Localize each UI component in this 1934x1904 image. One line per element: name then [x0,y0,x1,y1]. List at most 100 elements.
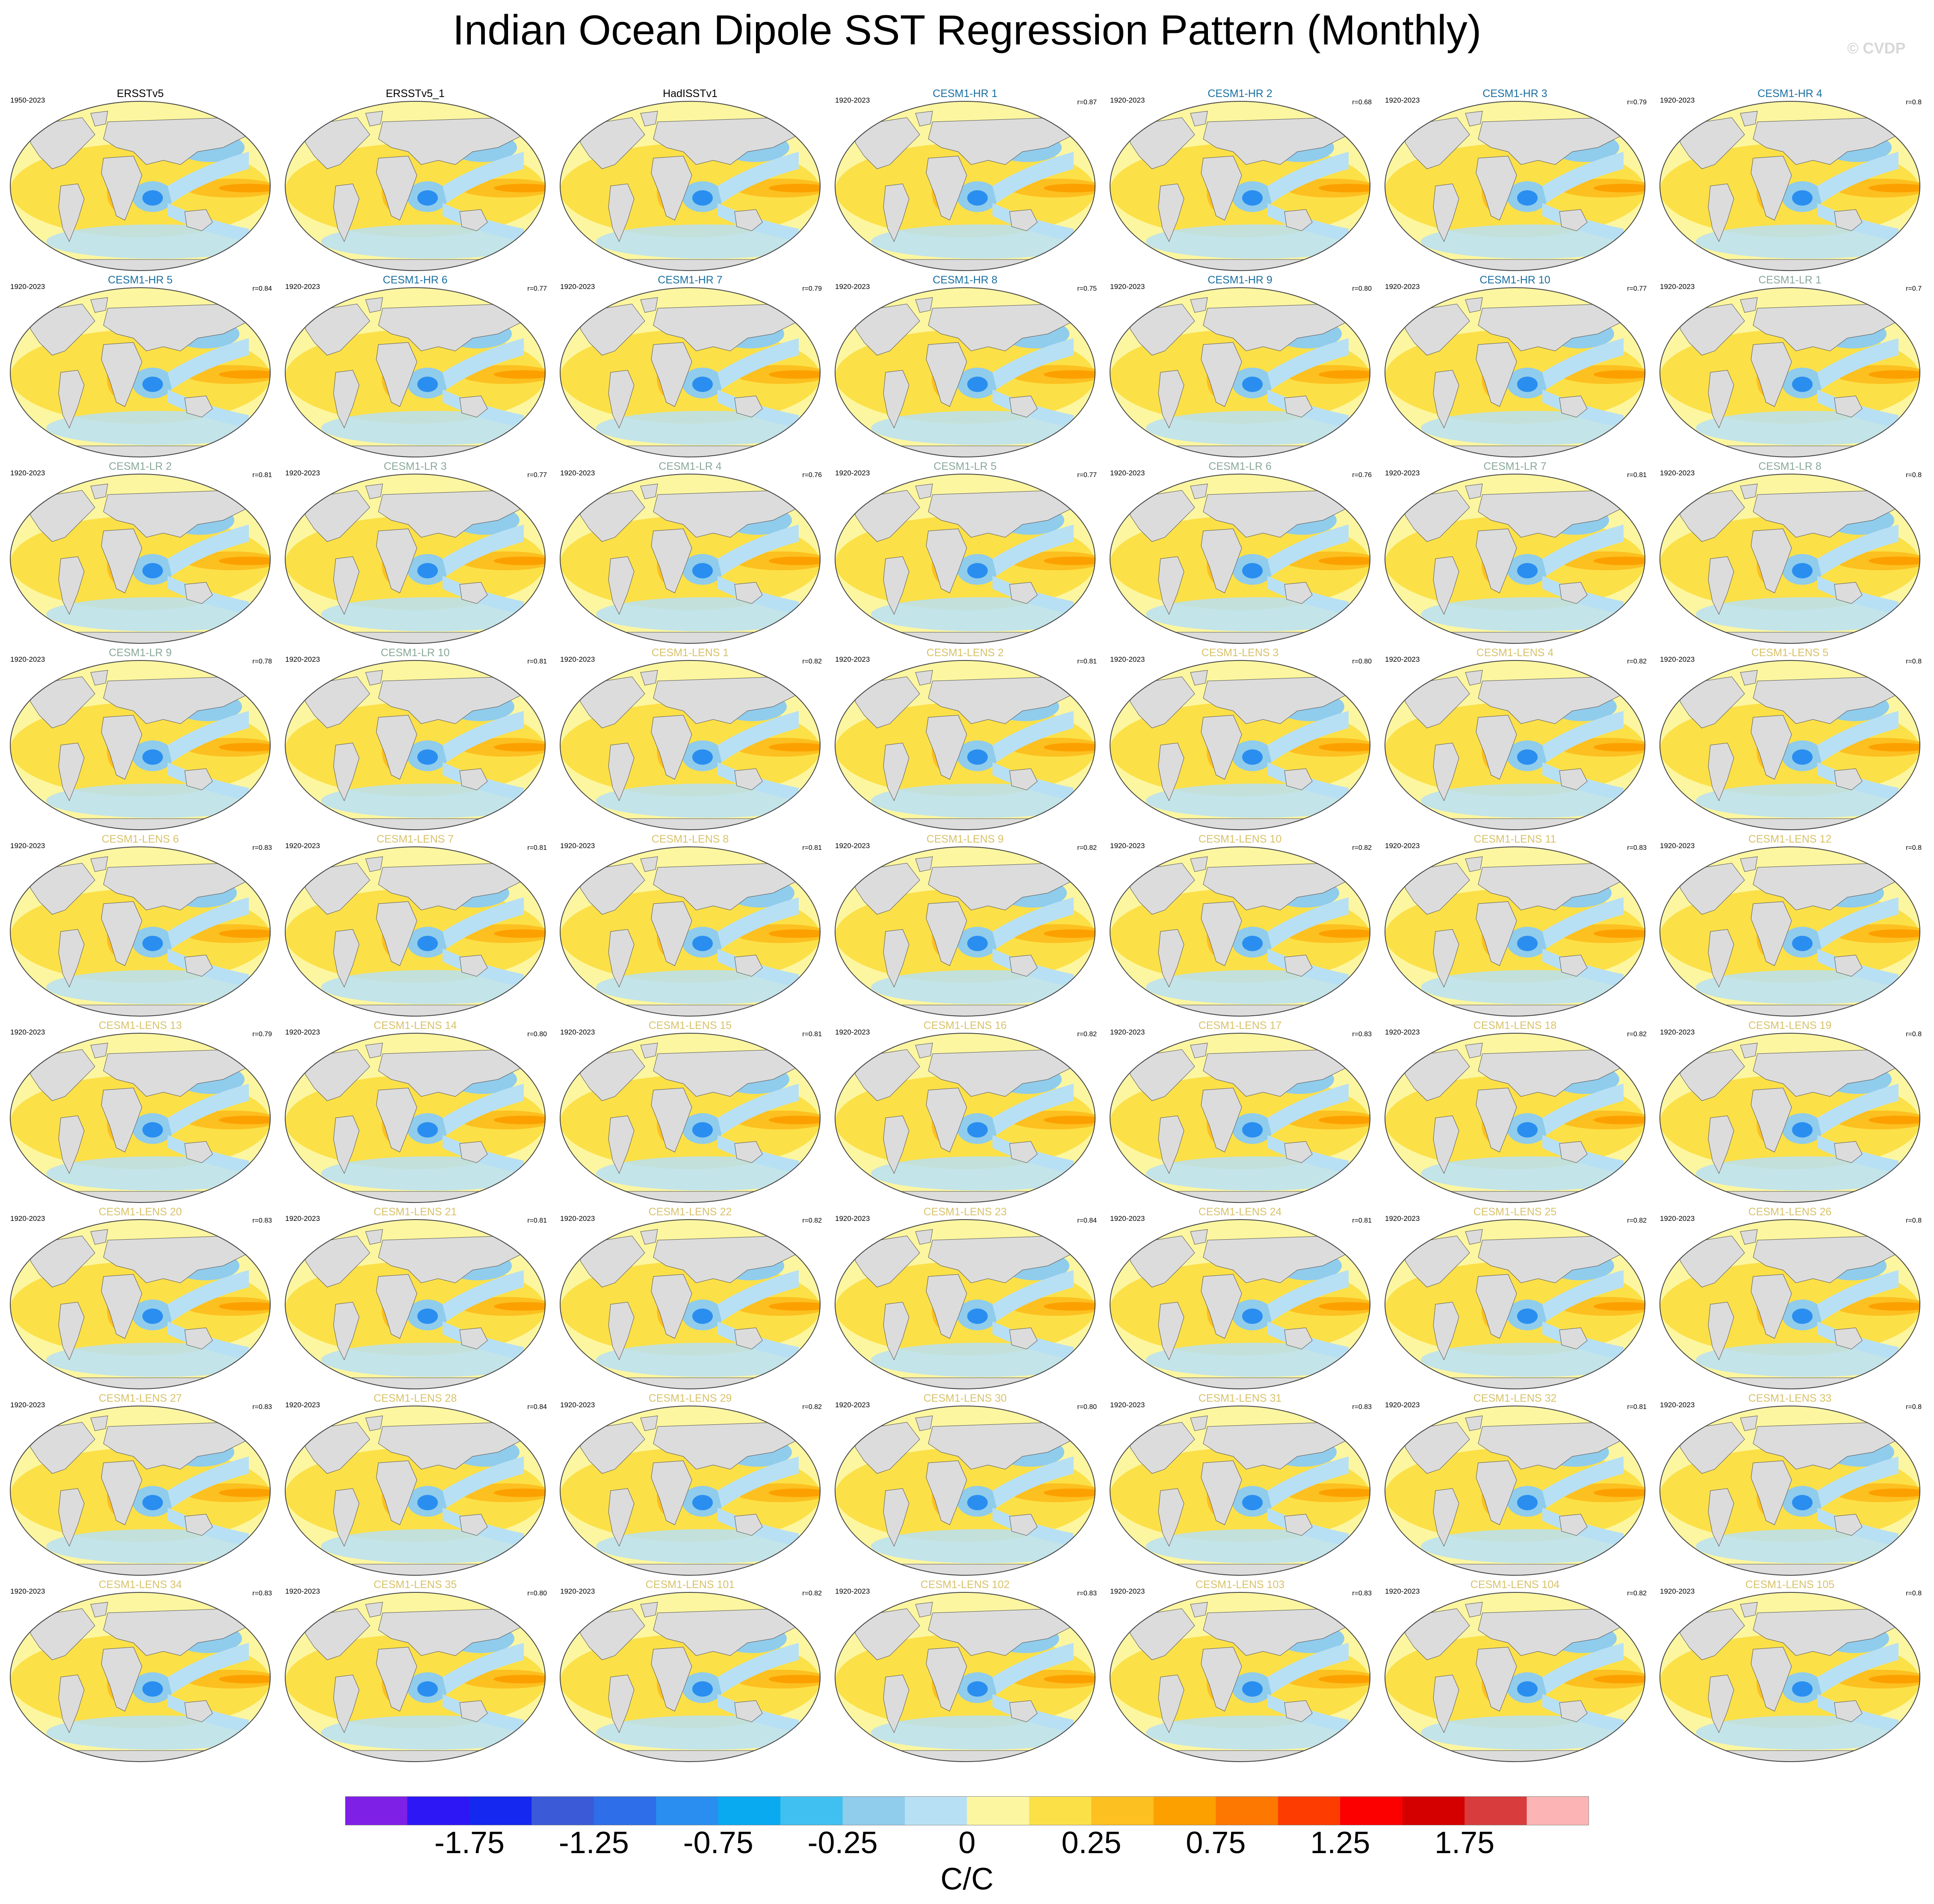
panel-years: 1920-2023 [285,469,320,477]
map-panel: CESM1-HR 1 1920-2023 r=0.87 [828,88,1102,274]
panel-years: 1920-2023 [835,1587,870,1595]
sst-regression-map [285,1592,546,1762]
map-panel: CESM1-LENS 14 1920-2023 r=0.80 [278,1020,552,1206]
sst-regression-map [1659,101,1920,271]
panel-title: CESM1-LENS 22 [648,1206,732,1218]
map-panel: CESM1-LENS 103 1920-2023 r=0.83 [1103,1579,1377,1765]
map-panel: CESM1-LENS 29 1920-2023 r=0.82 [553,1392,827,1579]
panel-years: 1920-2023 [10,655,45,663]
panel-years: 1920-2023 [1385,1028,1420,1036]
panel-years: 1920-2023 [1110,96,1145,104]
panel-years: 1920-2023 [1110,283,1145,291]
panel-correlation: r=0.82 [1627,1590,1647,1597]
panel-correlation: r=0.87 [1077,99,1097,106]
colorbar-swatch [656,1796,719,1825]
panel-years: 1920-2023 [1660,1214,1695,1223]
panel-title: CESM1-LENS 5 [1751,647,1829,659]
panel-years: 1920-2023 [285,655,320,663]
map-panel: CESM1-LENS 23 1920-2023 r=0.84 [828,1206,1102,1392]
colorbar-swatch [1465,1796,1527,1825]
panel-title: CESM1-LENS 102 [920,1579,1010,1591]
panel-correlation: r=0.77 [1627,285,1647,292]
panel-title: CESM1-LR 7 [1483,460,1547,472]
panel-correlation: r=0.8 [1906,1031,1922,1038]
map-panel: CESM1-HR 8 1920-2023 r=0.75 [828,274,1102,460]
panel-years: 1920-2023 [285,1028,320,1036]
panel-title: CESM1-LENS 29 [648,1392,732,1404]
colorbar-tick-label: -1.75 [434,1826,505,1860]
panel-title: CESM1-LENS 19 [1748,1020,1832,1032]
map-panel: CESM1-LENS 24 1920-2023 r=0.81 [1103,1206,1377,1392]
colorbar-labels: -1.75 -1.25 -0.75 -0.25 0 0.25 0.75 1.25 1.75 [0,1825,1934,1864]
sst-regression-map [560,474,821,644]
sst-regression-map [1110,1406,1370,1576]
panel-years: 1920-2023 [285,1587,320,1595]
sst-regression-map [560,660,821,830]
map-panel: CESM1-LR 10 1920-2023 r=0.81 [278,647,552,833]
colorbar-unit: C/C [940,1862,994,1896]
panel-years: 1920-2023 [1110,1214,1145,1223]
panel-title: HadISSTv1 [663,88,717,100]
panel-title: CESM1-LR 4 [658,460,722,472]
map-panel: CESM1-LENS 30 1920-2023 r=0.80 [828,1392,1102,1579]
sst-regression-map [285,660,546,830]
map-panel: CESM1-LENS 101 1920-2023 r=0.82 [553,1579,827,1765]
panel-title: CESM1-LENS 16 [923,1020,1007,1032]
colorbar-swatch [718,1796,781,1825]
sst-regression-map [835,1033,1095,1203]
panel-years: 1920-2023 [10,1028,45,1036]
panel-years: 1920-2023 [1385,96,1420,104]
panel-correlation: r=0.8 [1906,658,1922,665]
map-panel: CESM1-LR 6 1920-2023 r=0.76 [1103,460,1377,647]
sst-regression-map [1385,1219,1645,1389]
panel-correlation: r=0.76 [802,472,822,479]
panel-years: 1920-2023 [1110,842,1145,850]
panel-title: CESM1-LENS 13 [98,1020,182,1032]
panel-correlation: r=0.81 [802,1031,822,1038]
panel-correlation: r=0.79 [1627,99,1647,106]
sst-regression-map [10,1219,271,1389]
panel-title: CESM1-LENS 27 [98,1392,182,1404]
panel-years: 1920-2023 [10,1401,45,1409]
panel-correlation: r=0.83 [1352,1590,1372,1597]
panel-title: CESM1-LENS 18 [1473,1020,1557,1032]
sst-regression-map [1110,474,1370,644]
sst-regression-map [1659,1406,1920,1576]
sst-regression-map [1110,101,1370,271]
colorbar-tick-label: 1.75 [1435,1826,1495,1860]
map-panel: CESM1-HR 7 1920-2023 r=0.79 [553,274,827,460]
map-panel: CESM1-LENS 33 1920-2023 r=0.8 [1653,1392,1927,1579]
colorbar-swatch [842,1796,905,1825]
sst-regression-map [1385,1592,1645,1762]
sst-regression-map [10,660,271,830]
colorbar-swatch [345,1796,407,1825]
panel-correlation: r=0.82 [1077,844,1097,852]
panel-correlation: r=0.8 [1906,1403,1922,1411]
panel-years: 1920-2023 [10,469,45,477]
panel-years: 1920-2023 [1660,283,1695,291]
panel-title: CESM1-LENS 12 [1748,833,1832,845]
sst-regression-map [560,287,821,457]
map-panel: CESM1-LENS 102 1920-2023 r=0.83 [828,1579,1102,1765]
map-panel: CESM1-HR 6 1920-2023 r=0.77 [278,274,552,460]
panel-correlation: r=0.83 [252,844,272,852]
panel-title: CESM1-HR 4 [1757,88,1822,100]
sst-regression-map [10,1406,271,1576]
map-panel: CESM1-LENS 9 1920-2023 r=0.82 [828,833,1102,1020]
panel-title: CESM1-LR 6 [1208,460,1272,472]
panel-title: CESM1-LENS 32 [1473,1392,1557,1404]
map-panel: CESM1-LENS 4 1920-2023 r=0.82 [1378,647,1652,833]
panel-correlation: r=0.81 [802,844,822,852]
map-panel: CESM1-HR 2 1920-2023 r=0.68 [1103,88,1377,274]
colorbar-swatch [1278,1796,1341,1825]
map-panel: CESM1-LENS 31 1920-2023 r=0.83 [1103,1392,1377,1579]
panel-correlation: r=0.81 [527,1217,547,1224]
map-panel: CESM1-LENS 20 1920-2023 r=0.83 [3,1206,277,1392]
panel-title: CESM1-LR 5 [933,460,997,472]
sst-regression-map [10,287,271,457]
panel-title: CESM1-LR 8 [1758,460,1822,472]
panel-years: 1920-2023 [1110,469,1145,477]
panel-years: 1920-2023 [1385,655,1420,663]
sst-regression-map [1385,474,1645,644]
panel-correlation: r=0.82 [802,1217,822,1224]
